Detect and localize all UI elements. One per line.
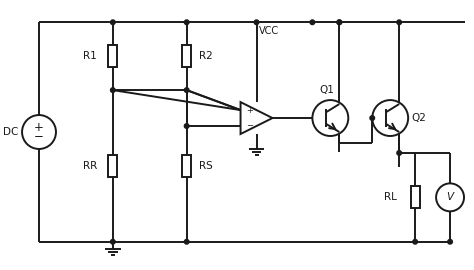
Text: V: V [447, 192, 454, 202]
Circle shape [22, 115, 56, 149]
Text: R1: R1 [83, 51, 97, 61]
Circle shape [110, 20, 115, 25]
Bar [109, 45, 118, 67]
Circle shape [370, 116, 374, 120]
Text: DC: DC [3, 127, 18, 137]
Circle shape [184, 20, 189, 25]
Circle shape [184, 88, 189, 92]
Text: RS: RS [199, 161, 212, 171]
Circle shape [310, 20, 315, 25]
Circle shape [448, 239, 452, 244]
Text: +: + [34, 120, 44, 134]
Circle shape [436, 183, 464, 211]
Circle shape [184, 124, 189, 128]
Text: RL: RL [384, 192, 397, 202]
Circle shape [110, 88, 115, 92]
Text: −: − [246, 122, 254, 130]
Circle shape [337, 20, 342, 25]
Bar [109, 155, 118, 177]
Circle shape [110, 239, 115, 244]
Circle shape [413, 239, 418, 244]
Bar [410, 186, 419, 208]
Text: Q1: Q1 [319, 85, 334, 95]
Text: Q2: Q2 [411, 113, 426, 123]
Circle shape [397, 20, 401, 25]
Text: +: + [246, 106, 254, 114]
Bar [182, 45, 191, 67]
Circle shape [254, 20, 259, 25]
Text: RR: RR [82, 161, 97, 171]
Bar [182, 155, 191, 177]
Circle shape [337, 20, 342, 25]
Circle shape [372, 100, 408, 136]
Circle shape [312, 100, 348, 136]
Polygon shape [240, 102, 273, 134]
Circle shape [397, 151, 401, 155]
Circle shape [184, 239, 189, 244]
Text: −: − [34, 130, 44, 143]
Text: VCC: VCC [258, 26, 279, 36]
Text: R2: R2 [199, 51, 212, 61]
